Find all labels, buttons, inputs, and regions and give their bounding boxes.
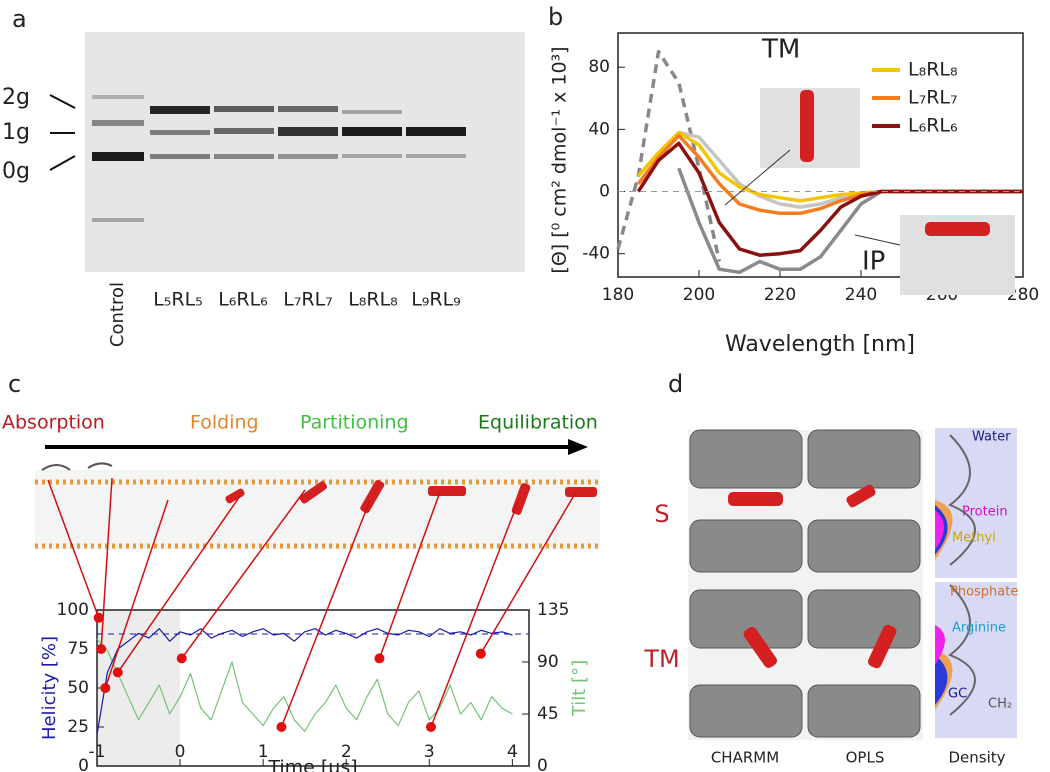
- gel-bands: [92, 95, 466, 222]
- x-tick-label: 1: [258, 742, 269, 762]
- y2-tick-label: 0: [537, 756, 548, 772]
- membrane-snapshots: [35, 462, 600, 550]
- lane-label: L₅RL₅: [153, 289, 203, 311]
- row-label: S: [654, 500, 669, 528]
- density-label: Water: [972, 430, 1011, 445]
- x-tick-label: 240: [845, 285, 877, 305]
- ip-helix: [925, 222, 990, 236]
- band-label: 0g: [2, 159, 30, 184]
- y-axis-label: Helicity [%]: [39, 636, 60, 740]
- stage-label: Partitioning: [300, 412, 409, 434]
- y2-tick-label: 135: [537, 600, 569, 620]
- connector: [480, 491, 577, 655]
- y-tick-label: 80: [588, 57, 610, 77]
- connector: [104, 499, 169, 689]
- connector: [378, 491, 441, 659]
- x-tick-label: 0: [175, 742, 186, 762]
- x-tick-label: 180: [602, 285, 634, 305]
- lane-label: L₇RL₇: [283, 289, 333, 311]
- pointer: [724, 149, 791, 206]
- column-label: CHARMM: [711, 749, 779, 767]
- stage-label: Absorption: [2, 412, 105, 434]
- y-tick-label: 25: [67, 717, 89, 737]
- lane-label: L₉RL₉: [411, 289, 461, 311]
- x-tick-label: 3: [424, 742, 435, 762]
- x-tick-label: 2: [341, 742, 352, 762]
- band-pointers: [49, 94, 76, 171]
- annotation: TM: [761, 35, 800, 65]
- density-label: Methyl: [952, 531, 996, 546]
- connector: [280, 499, 371, 728]
- connector: [430, 501, 519, 728]
- md-chart: -101234025507510004590135Time [µs]Helici…: [39, 477, 590, 772]
- density-label: CH₂: [988, 697, 1012, 712]
- lane-label: Control: [107, 282, 128, 347]
- legend-label: L₈RL₈: [908, 59, 958, 81]
- connector: [100, 477, 113, 650]
- panel-label: d: [668, 370, 683, 398]
- pointer: [854, 234, 901, 246]
- y-tick-label: 50: [67, 678, 89, 698]
- plot-frame: [617, 32, 1024, 278]
- panel-label: b: [548, 3, 563, 31]
- density-profiles: [935, 428, 1017, 738]
- stage-label: Folding: [190, 412, 259, 434]
- density-label: Phosphate: [950, 585, 1018, 600]
- lane-label: L₈RL₈: [348, 289, 398, 311]
- y2-tick-label: 45: [537, 704, 559, 724]
- x-axis-label: Wavelength [nm]: [725, 332, 915, 357]
- density-label: Arginine: [952, 621, 1006, 636]
- x-tick-label: 220: [764, 285, 796, 305]
- y2-tick-label: 90: [537, 652, 559, 672]
- column-label: Density: [948, 749, 1005, 767]
- tm-helix: [800, 90, 814, 162]
- y-tick-label: 0: [599, 182, 610, 202]
- x-tick-label: 200: [683, 285, 715, 305]
- legend-label: L₆RL₆: [908, 115, 958, 137]
- x-axis-label: Time [µs]: [267, 757, 357, 772]
- column-label: OPLS: [846, 749, 885, 767]
- lane-label: L₆RL₆: [218, 289, 268, 311]
- connector: [181, 489, 306, 659]
- annotation: IP: [862, 247, 885, 277]
- legend-label: L₇RL₇: [908, 87, 958, 109]
- density-label: GC: [948, 687, 967, 702]
- band-label: 2g: [2, 85, 30, 110]
- y2-axis-label: Tilt [°]: [569, 660, 590, 717]
- gel: [85, 32, 525, 272]
- row-label: TM: [643, 645, 679, 673]
- series-line: [616, 49, 722, 262]
- y-tick-label: 0: [78, 756, 89, 772]
- series-line: [96, 628, 513, 735]
- progress-arrow: [45, 439, 588, 455]
- absorption-shade: [97, 610, 181, 766]
- stage-label: Equilibration: [478, 412, 598, 434]
- x-tick-label: -1: [89, 742, 106, 762]
- x-tick-label: 4: [507, 742, 518, 762]
- panel-label: a: [12, 5, 27, 33]
- series-line: [96, 638, 513, 732]
- connector: [47, 479, 100, 619]
- series-line: [636, 141, 1023, 257]
- y-axis-label: [Θ] [⁰ cm² dmol⁻¹ x 10³]: [549, 46, 571, 273]
- y-tick-label: -40: [582, 244, 610, 264]
- band-label: 1g: [2, 120, 30, 145]
- connector: [117, 495, 241, 673]
- y-tick-label: 100: [57, 600, 89, 620]
- density-label: Protein: [962, 505, 1008, 520]
- panel-label: c: [8, 370, 21, 398]
- y-tick-label: 75: [67, 639, 89, 659]
- y-tick-label: 40: [588, 119, 610, 139]
- md-snapshots: [688, 429, 923, 740]
